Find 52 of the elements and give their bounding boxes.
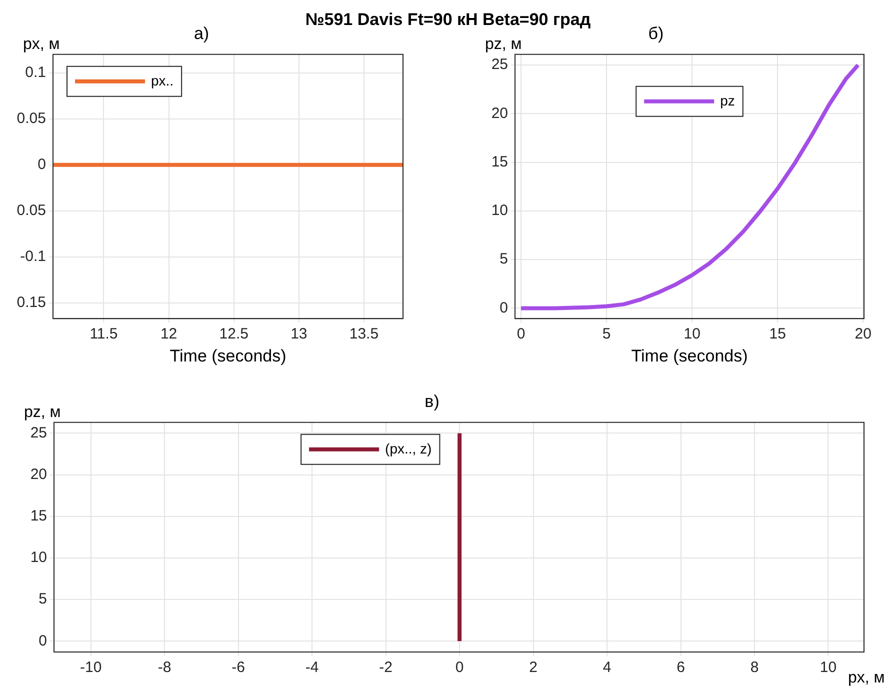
- x-tick-label: 5: [602, 326, 611, 343]
- y-tick-label: 0: [38, 156, 46, 174]
- x-tick-label: 10: [820, 659, 837, 676]
- y-tick-label: 0: [38, 632, 47, 650]
- y-tick-label: 0.05: [16, 110, 46, 127]
- x-tick-label: 12: [160, 326, 178, 343]
- x-tick-label: -4: [305, 659, 319, 676]
- y-axis-title: pz, м: [485, 36, 522, 53]
- x-axis-title: px, м: [848, 669, 885, 686]
- x-tick-label: -10: [80, 659, 102, 676]
- y-tick-label: 5: [38, 590, 47, 608]
- y-tick-label: 15: [491, 153, 508, 170]
- y-tick-label: 0.05: [16, 202, 46, 220]
- y-tick-label: 10: [491, 202, 508, 220]
- y-tick-label: 0.15: [16, 294, 46, 312]
- x-tick-label: 6: [676, 659, 685, 676]
- x-tick-label: 11.5: [90, 326, 118, 343]
- x-axis-title: Time (seconds): [631, 346, 748, 366]
- y-tick-label: 5: [500, 250, 508, 268]
- x-tick-label: 13: [290, 326, 308, 343]
- text: №591 Davis Ft=90 кН Beta=90 град: [305, 10, 591, 29]
- x-axis-title: Time (seconds): [170, 346, 286, 366]
- chart-title: a): [194, 24, 210, 43]
- y-tick-label: 20: [491, 104, 508, 122]
- chart-title: в): [424, 392, 440, 411]
- y-tick-label: 10: [30, 549, 47, 566]
- x-tick-label: 0: [455, 659, 464, 676]
- y-tick-label: -0.1: [20, 248, 46, 266]
- x-tick-label: 12.5: [219, 326, 248, 343]
- y-tick-label: 20: [30, 466, 47, 483]
- y-axis-title: pz, м: [24, 404, 61, 421]
- y-tick-label: 25: [491, 56, 508, 74]
- x-tick-label: -2: [379, 659, 392, 676]
- y-tick-label: 0: [500, 299, 508, 316]
- x-tick-label: 2: [529, 659, 538, 676]
- x-tick-label: 0: [516, 326, 526, 343]
- x-tick-label: -8: [158, 659, 172, 676]
- x-tick-label: 13.5: [349, 326, 379, 343]
- legend-label: px..: [151, 72, 174, 88]
- x-tick-label: 15: [769, 326, 786, 343]
- x-tick-label: 8: [750, 659, 759, 676]
- y-tick-label: 0.1: [25, 64, 46, 81]
- y-axis-title: px, м: [23, 36, 60, 53]
- legend-label: (px.., z): [385, 440, 432, 456]
- x-tick-label: 20: [854, 326, 872, 343]
- y-tick-label: 25: [30, 424, 47, 442]
- legend-label: pz: [720, 92, 735, 108]
- y-tick-label: 15: [30, 508, 47, 525]
- x-tick-label: -6: [232, 659, 246, 676]
- chart-title: б): [648, 24, 664, 43]
- x-tick-label: 10: [684, 326, 700, 343]
- x-tick-label: 4: [602, 659, 612, 676]
